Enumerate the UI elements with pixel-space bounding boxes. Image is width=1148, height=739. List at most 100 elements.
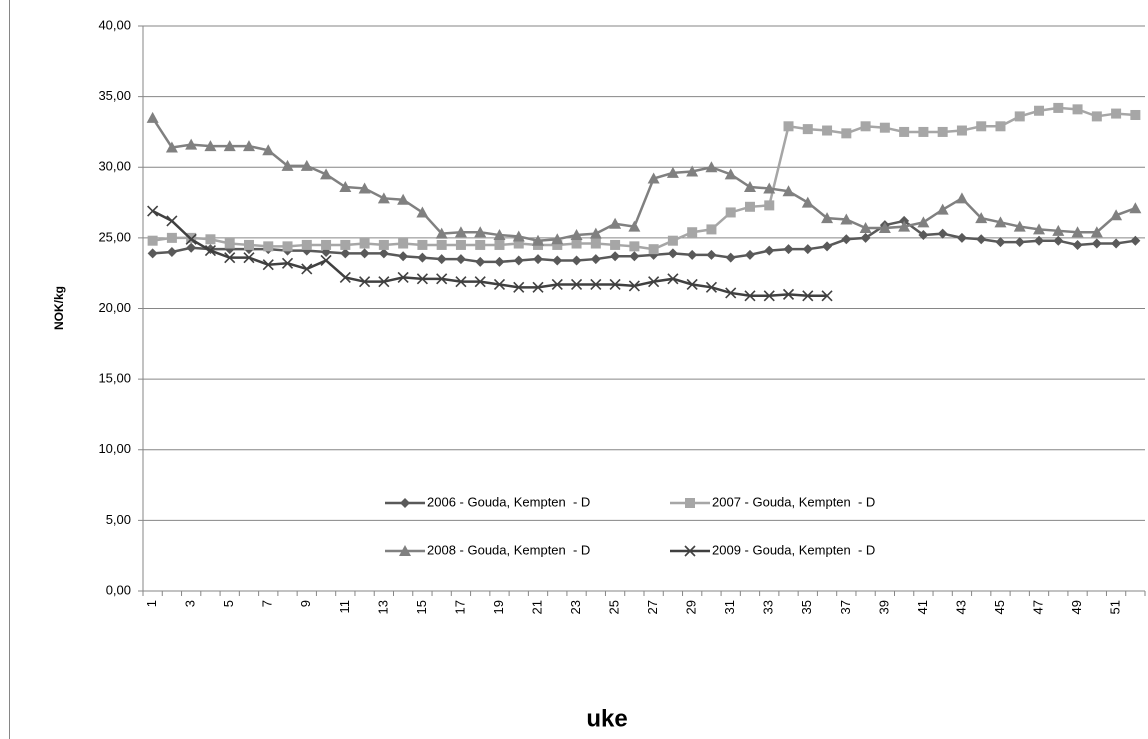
marker (243, 239, 254, 250)
legend-label: 2007 - Gouda, Kempten - D (712, 494, 875, 509)
marker (782, 185, 795, 197)
y-axis-label: NOK/kg (52, 286, 66, 330)
marker (475, 239, 486, 250)
marker (224, 252, 236, 264)
marker (416, 206, 429, 218)
marker (552, 255, 563, 266)
marker (1053, 102, 1064, 113)
marker (956, 125, 967, 136)
legend-marker (685, 498, 695, 508)
x-tick-label: 37 (838, 600, 853, 614)
marker (533, 254, 544, 265)
marker (186, 242, 197, 253)
marker (1072, 104, 1083, 115)
marker (744, 201, 755, 212)
marker (590, 254, 601, 265)
marker (763, 182, 776, 194)
marker (204, 245, 217, 257)
marker (474, 226, 487, 238)
marker (359, 276, 371, 288)
marker (667, 235, 678, 246)
x-tick-label: 45 (992, 600, 1007, 614)
marker (570, 229, 583, 241)
marker (1130, 109, 1141, 120)
marker (532, 281, 544, 293)
marker (397, 271, 409, 283)
marker (975, 212, 988, 224)
marker (783, 244, 794, 255)
marker (146, 111, 159, 123)
marker (436, 254, 447, 265)
y-tick-label: 35,00 (98, 88, 131, 103)
marker (571, 238, 582, 249)
series (146, 111, 1142, 246)
marker (782, 288, 795, 300)
marker (436, 273, 448, 285)
marker (648, 244, 659, 255)
marker (610, 251, 621, 262)
marker (417, 239, 428, 250)
legend-label: 2006 - Gouda, Kempten - D (427, 494, 590, 509)
marker (764, 245, 775, 256)
marker (378, 239, 389, 250)
x-tick-label: 35 (799, 600, 814, 614)
marker (725, 252, 736, 263)
marker (513, 255, 524, 266)
marker (1130, 235, 1141, 246)
marker (648, 276, 660, 288)
marker (340, 248, 351, 259)
marker (840, 213, 853, 225)
y-tick-label: 20,00 (98, 300, 131, 315)
legend-marker (400, 498, 410, 508)
marker (378, 276, 390, 288)
marker (725, 207, 736, 218)
marker (185, 138, 198, 150)
marker (609, 217, 622, 229)
marker (763, 290, 775, 302)
marker (629, 241, 640, 252)
marker (1052, 224, 1065, 236)
marker (860, 121, 871, 132)
marker (417, 252, 428, 263)
y-tick-label: 15,00 (98, 371, 131, 386)
legend-item: 2009 - Gouda, Kempten - D (670, 542, 875, 557)
marker (494, 239, 505, 250)
series (147, 205, 833, 302)
series-line (152, 106, 1136, 251)
series-line (152, 209, 828, 298)
marker (358, 182, 371, 194)
marker (878, 221, 891, 233)
marker (879, 122, 890, 133)
marker (321, 239, 332, 250)
marker (339, 271, 351, 283)
marker (899, 126, 910, 137)
marker (262, 144, 275, 156)
marker (610, 239, 621, 250)
marker (571, 255, 582, 266)
marker (1111, 108, 1122, 119)
marker (724, 168, 737, 180)
marker (1014, 111, 1025, 122)
marker (955, 192, 968, 204)
marker (802, 124, 813, 135)
marker (629, 251, 640, 262)
marker (397, 193, 410, 205)
marker (359, 248, 370, 259)
marker (937, 126, 948, 137)
x-tick-label: 3 (183, 600, 198, 607)
marker (147, 235, 158, 246)
y-tick-label: 10,00 (98, 441, 131, 456)
marker (667, 273, 679, 285)
x-tick-label: 43 (953, 600, 968, 614)
marker (320, 254, 332, 267)
x-tick-label: 21 (529, 600, 544, 614)
legend-item: 2006 - Gouda, Kempten - D (385, 494, 590, 509)
marker (706, 224, 717, 235)
marker (1129, 202, 1142, 214)
marker (398, 251, 409, 262)
x-tick-label: 33 (761, 600, 776, 614)
marker (1053, 235, 1064, 246)
marker (416, 273, 428, 285)
marker (185, 233, 197, 245)
marker (917, 216, 930, 228)
